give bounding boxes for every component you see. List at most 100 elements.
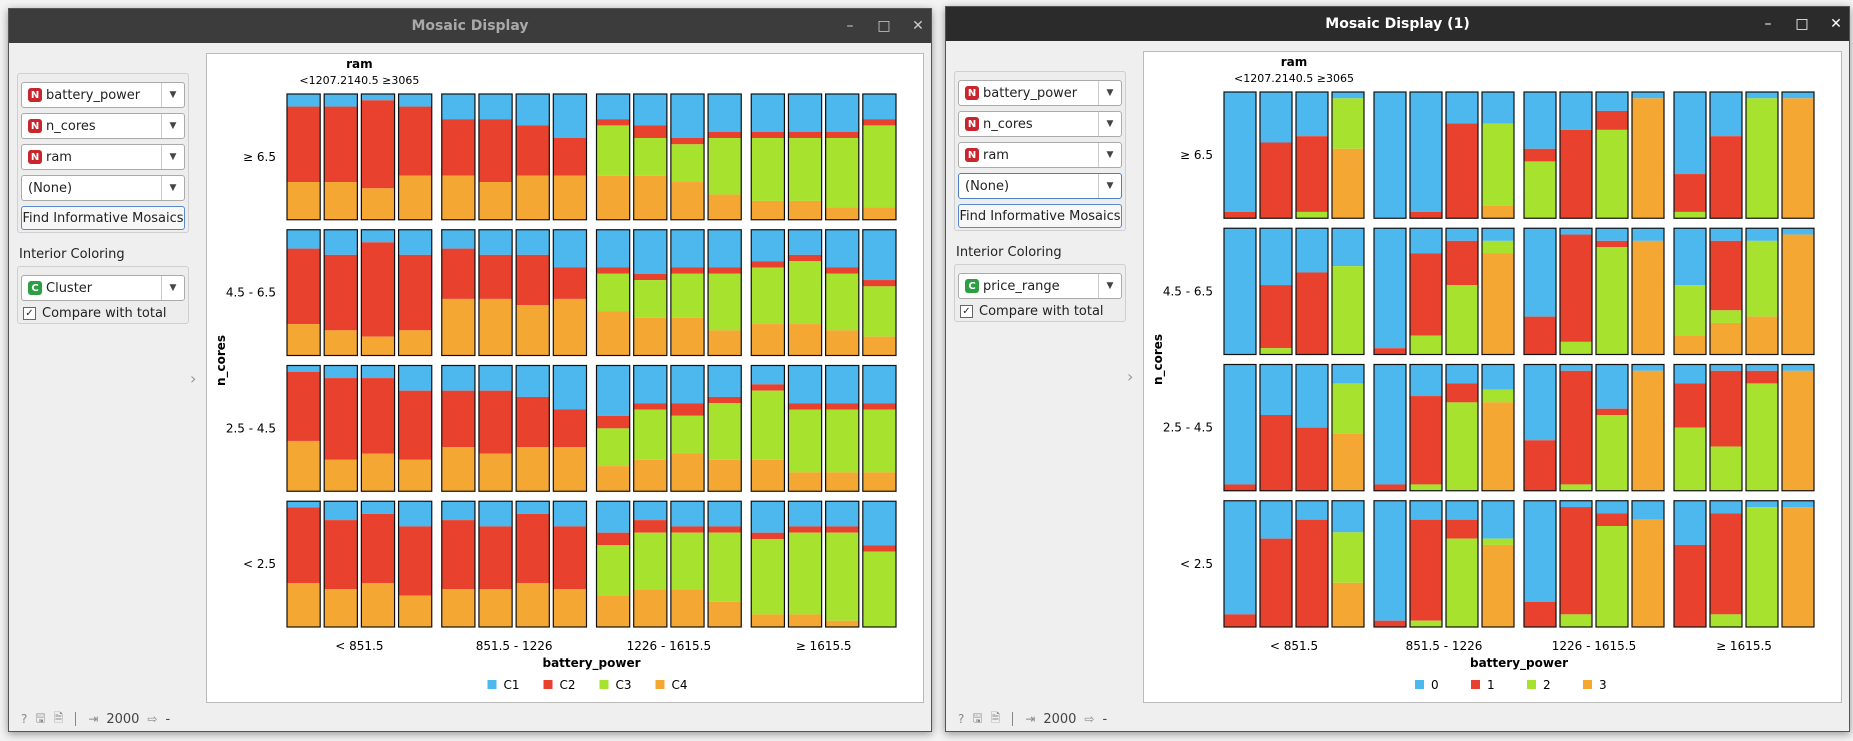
mosaic-segment[interactable] — [287, 182, 321, 220]
mosaic-segment[interactable] — [1596, 247, 1628, 355]
mosaic-segment[interactable] — [1446, 92, 1478, 124]
mosaic-segment[interactable] — [788, 409, 822, 473]
mosaic-segment[interactable] — [1224, 364, 1256, 485]
mosaic-segment[interactable] — [788, 254, 822, 262]
mosaic-segment[interactable] — [398, 595, 432, 627]
mosaic-segment[interactable] — [1632, 240, 1664, 355]
mosaic-segment[interactable] — [1674, 544, 1706, 627]
mosaic-segment[interactable] — [670, 589, 705, 627]
mosaic-segment[interactable] — [670, 94, 705, 139]
chevron-down-icon[interactable]: ▼ — [161, 176, 184, 200]
mosaic-segment[interactable] — [287, 324, 321, 356]
mosaic-segment[interactable] — [633, 125, 667, 139]
mosaic-segment[interactable] — [441, 119, 475, 176]
mosaic-segment[interactable] — [516, 447, 550, 492]
mosaic-segment[interactable] — [324, 106, 358, 183]
mosaic-segment[interactable] — [596, 532, 630, 546]
mosaic-segment[interactable] — [670, 229, 705, 268]
mosaic-segment[interactable] — [1482, 253, 1514, 355]
chevron-down-icon[interactable]: ▼ — [161, 114, 184, 138]
save-icon[interactable]: 🖫 — [972, 710, 983, 725]
mosaic-segment[interactable] — [1746, 500, 1778, 508]
mosaic-segment[interactable] — [553, 589, 587, 627]
mosaic-segment[interactable] — [1674, 211, 1706, 219]
mosaic-segment[interactable] — [1560, 228, 1592, 235]
mosaic-segment[interactable] — [1410, 253, 1442, 336]
mosaic-segment[interactable] — [1374, 228, 1406, 349]
mosaic-segment[interactable] — [708, 459, 742, 492]
mosaic-segment[interactable] — [633, 175, 667, 220]
mosaic-segment[interactable] — [862, 409, 896, 473]
mosaic-segment[interactable] — [862, 207, 896, 220]
mosaic-segment[interactable] — [478, 365, 513, 391]
mosaic-segment[interactable] — [633, 532, 667, 590]
mosaic-segment[interactable] — [788, 138, 822, 201]
mosaic-segment[interactable] — [1524, 161, 1556, 219]
mosaic-segment[interactable] — [1560, 92, 1592, 130]
mosaic-segment[interactable] — [1260, 500, 1292, 539]
mosaic-segment[interactable] — [1446, 519, 1478, 539]
mosaic-segment[interactable] — [788, 229, 822, 255]
mosaic-segment[interactable] — [478, 94, 513, 120]
mosaic-segment[interactable] — [633, 409, 667, 460]
mosaic-segment[interactable] — [1746, 316, 1778, 355]
mosaic-segment[interactable] — [441, 447, 475, 492]
mosaic-segment[interactable] — [287, 106, 321, 183]
mosaic-segment[interactable] — [862, 336, 896, 356]
mosaic-segment[interactable] — [596, 94, 630, 120]
mosaic-segment[interactable] — [708, 229, 742, 268]
mosaic-segment[interactable] — [441, 94, 475, 120]
mosaic-segment[interactable] — [1710, 364, 1742, 371]
mosaic-segment[interactable] — [751, 614, 785, 627]
mosaic-segment[interactable] — [1524, 228, 1556, 317]
mosaic-segment[interactable] — [478, 526, 513, 590]
mosaic-segment[interactable] — [708, 138, 742, 195]
mosaic-segment[interactable] — [1710, 513, 1742, 615]
mosaic-segment[interactable] — [398, 459, 432, 492]
mosaic-segment[interactable] — [1782, 228, 1814, 235]
mosaic-segment[interactable] — [1560, 507, 1592, 615]
mosaic-segment[interactable] — [324, 589, 358, 627]
mosaic-segment[interactable] — [516, 501, 550, 514]
mosaic-segment[interactable] — [1674, 500, 1706, 545]
mosaic-segment[interactable] — [553, 298, 587, 356]
mosaic-segment[interactable] — [441, 365, 475, 391]
mosaic-segment[interactable] — [1560, 370, 1592, 485]
mosaic-segment[interactable] — [441, 175, 475, 220]
mosaic-segment[interactable] — [1596, 129, 1628, 219]
mosaic-segment[interactable] — [825, 94, 859, 132]
mosaic-segment[interactable] — [553, 501, 587, 527]
mosaic-segment[interactable] — [751, 261, 785, 268]
mosaic-segment[interactable] — [1560, 129, 1592, 219]
mosaic-segment[interactable] — [1710, 92, 1742, 137]
mosaic-segment[interactable] — [708, 273, 742, 331]
mosaic-segment[interactable] — [1710, 322, 1742, 355]
mosaic-segment[interactable] — [1446, 123, 1478, 219]
find-informative-mosaics-button[interactable]: Find Informative Mosaics — [21, 206, 185, 230]
mosaic-segment[interactable] — [788, 200, 822, 220]
mosaic-segment[interactable] — [1296, 500, 1328, 520]
window-title-bar[interactable]: Mosaic Display (1) — [946, 7, 1849, 41]
mosaic-segment[interactable] — [708, 403, 742, 460]
mosaic-segment[interactable] — [1710, 310, 1742, 323]
mosaic-segment[interactable] — [1482, 544, 1514, 627]
mosaic-segment[interactable] — [1332, 582, 1364, 627]
mosaic-segment[interactable] — [708, 267, 742, 274]
interior-coloring-combo[interactable]: C Cluster ▼ — [21, 275, 185, 301]
mosaic-segment[interactable] — [751, 324, 785, 356]
mosaic-segment[interactable] — [862, 94, 896, 120]
mosaic-segment[interactable] — [361, 229, 395, 243]
mosaic-segment[interactable] — [398, 175, 432, 220]
mosaic-segment[interactable] — [633, 520, 667, 533]
mosaic-segment[interactable] — [1410, 92, 1442, 212]
mosaic-segment[interactable] — [825, 365, 859, 404]
mosaic-segment[interactable] — [478, 390, 513, 454]
collapse-arrow-icon[interactable]: › — [190, 369, 197, 388]
mosaic-segment[interactable] — [1524, 601, 1556, 627]
mosaic-segment[interactable] — [1260, 228, 1292, 286]
mosaic-segment[interactable] — [1224, 228, 1256, 355]
